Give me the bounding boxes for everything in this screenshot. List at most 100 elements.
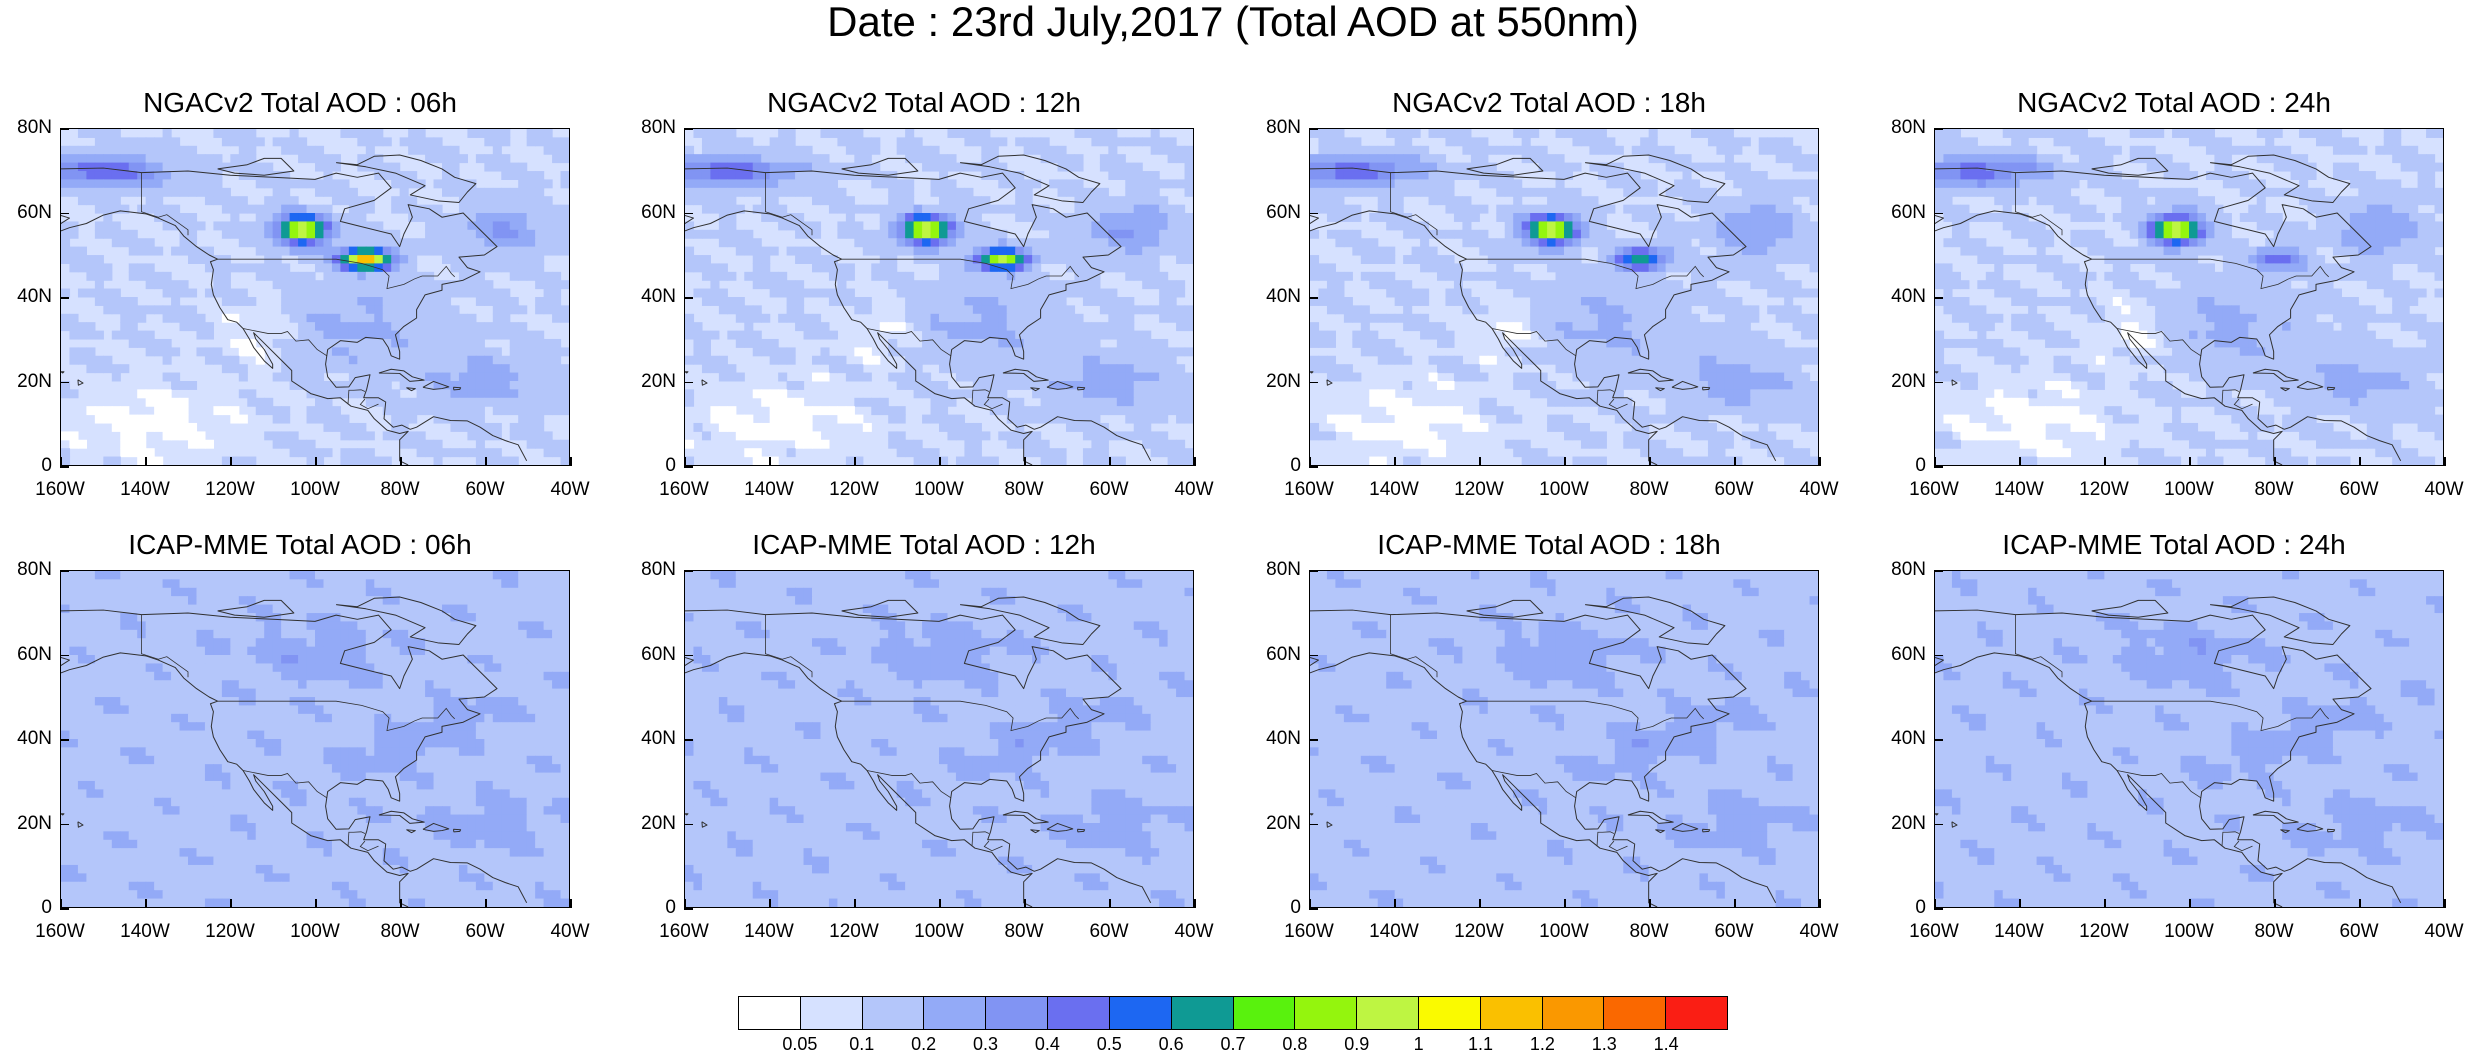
lon-tick-mark — [1194, 457, 1196, 466]
lat-tick-mark — [1309, 128, 1318, 130]
country-borders — [141, 614, 455, 852]
panel-title: ICAP-MME Total AOD : 24h — [2002, 529, 2346, 560]
lon-tick-label: 140W — [1369, 921, 1419, 942]
map-plot-area — [60, 128, 570, 466]
lon-tick-label: 100W — [2164, 479, 2214, 500]
lat-tick-mark — [60, 654, 69, 656]
lat-tick-mark — [60, 128, 69, 130]
lon-tick-mark — [1109, 457, 1111, 466]
lat-tick-label: 20N — [1891, 812, 1926, 834]
lon-tick-label: 140W — [1369, 479, 1419, 500]
lat-tick-label: 40N — [1266, 286, 1301, 307]
lat-tick-mark — [684, 212, 693, 214]
panel-title: NGACv2 Total AOD : 18h — [1392, 87, 1706, 118]
lon-tick-label: 80W — [1004, 921, 1044, 942]
panel-title: ICAP-MME Total AOD : 12h — [752, 529, 1096, 560]
lon-tick-label: 140W — [744, 479, 794, 500]
lat-tick-mark — [60, 908, 69, 910]
colorbar-swatch — [1542, 997, 1605, 1029]
lat-tick-label: 20N — [641, 812, 676, 834]
lon-tick-label: 100W — [290, 479, 340, 500]
lat-tick-label: 80N — [1891, 559, 1926, 580]
lon-tick-label: 100W — [914, 479, 964, 500]
lon-tick-mark — [1564, 899, 1566, 908]
lat-tick-label: 40N — [641, 286, 676, 307]
lon-tick-label: 40W — [1799, 921, 1839, 942]
lat-tick-label: 80N — [641, 559, 676, 580]
lon-tick-mark — [1024, 457, 1026, 466]
lon-tick-mark — [2274, 899, 2276, 908]
lat-tick-label: 0 — [1915, 455, 1926, 476]
lon-tick-mark — [145, 457, 147, 466]
country-borders — [765, 614, 1079, 852]
lon-tick-label: 120W — [205, 921, 255, 942]
lon-tick-label: 60W — [1089, 479, 1129, 500]
lon-tick-mark — [1819, 899, 1821, 908]
lon-tick-label: 160W — [1284, 479, 1334, 500]
lat-tick-label: 80N — [1266, 559, 1301, 580]
colorbar-swatch — [1604, 997, 1667, 1029]
lat-tick-mark — [60, 466, 69, 468]
lon-tick-label: 120W — [2079, 479, 2129, 500]
aod-map — [685, 129, 1193, 465]
lat-tick-mark — [1934, 654, 1943, 656]
map-panel: ICAP-MME Total AOD : 18h 80N 60N 40N 20N 0 160… — [1249, 530, 1849, 950]
aod-field — [685, 571, 1193, 907]
colorbar-label: 0.1 — [849, 1034, 875, 1054]
lat-tick-label: 40N — [1891, 728, 1926, 749]
coastlines — [1935, 596, 2402, 907]
lon-tick-mark — [2189, 457, 2191, 466]
lat-tick-mark — [1934, 908, 1943, 910]
lat-tick-label: 60N — [17, 201, 52, 223]
colorbar-label: 0.3 — [972, 1034, 999, 1054]
lat-tick-label: 80N — [641, 117, 676, 138]
lat-tick-mark — [684, 570, 693, 572]
colorbar-swatch — [924, 997, 987, 1029]
lon-tick-label: 40W — [1799, 479, 1839, 500]
lat-tick-mark — [1309, 466, 1318, 468]
lon-tick-mark — [145, 899, 147, 908]
map-plot-area — [1934, 128, 2444, 466]
lon-tick-label: 60W — [1089, 921, 1129, 942]
lat-tick-label: 20N — [1266, 812, 1301, 834]
aod-map — [1935, 129, 2443, 465]
panel-title: NGACv2 Total AOD : 24h — [2017, 87, 2331, 118]
lon-tick-label: 80W — [1629, 921, 1669, 942]
lat-tick-mark — [1934, 739, 1943, 741]
lon-tick-mark — [769, 899, 771, 908]
colorbar-label: 1.2 — [1529, 1034, 1555, 1054]
lon-tick-label: 140W — [1994, 921, 2044, 942]
colorbar-label: 0.2 — [911, 1034, 937, 1054]
panel-title: ICAP-MME Total AOD : 18h — [1377, 529, 1721, 560]
map-panel: ICAP-MME Total AOD : 06h 80N 60N 40N 20N 0 160… — [0, 530, 600, 950]
lon-tick-label: 120W — [1454, 479, 1504, 500]
lat-tick-label: 40N — [1266, 728, 1301, 749]
lat-tick-label: 60N — [17, 643, 52, 665]
map-plot-area — [1309, 570, 1819, 908]
lat-tick-label: 0 — [665, 897, 676, 918]
lon-tick-label: 60W — [465, 921, 505, 942]
lon-tick-label: 100W — [914, 921, 964, 942]
country-borders — [1390, 172, 1704, 410]
lon-tick-mark — [1309, 457, 1311, 466]
lon-tick-mark — [485, 457, 487, 466]
colorbar-swatch — [1357, 997, 1419, 1029]
lon-tick-mark — [2189, 899, 2191, 908]
lon-tick-mark — [230, 457, 232, 466]
coastlines — [61, 154, 528, 465]
lon-tick-label: 120W — [829, 921, 879, 942]
lon-tick-mark — [570, 457, 572, 466]
lat-tick-mark — [60, 739, 69, 741]
lat-tick-mark — [684, 654, 693, 656]
lon-tick-mark — [939, 899, 941, 908]
lat-tick-label: 20N — [17, 370, 52, 392]
lat-tick-label: 20N — [1891, 370, 1926, 392]
colorbar-label: 0.6 — [1158, 1034, 1184, 1054]
lon-tick-mark — [939, 457, 941, 466]
lon-tick-mark — [769, 457, 771, 466]
lon-tick-label: 140W — [744, 921, 794, 942]
lon-tick-label: 80W — [2254, 479, 2294, 500]
map-panel: NGACv2 Total AOD : 06h 80N 60N 40N 20N 0 160W 1… — [0, 88, 600, 508]
lat-tick-label: 40N — [17, 286, 52, 307]
lat-tick-label: 80N — [1266, 117, 1301, 138]
